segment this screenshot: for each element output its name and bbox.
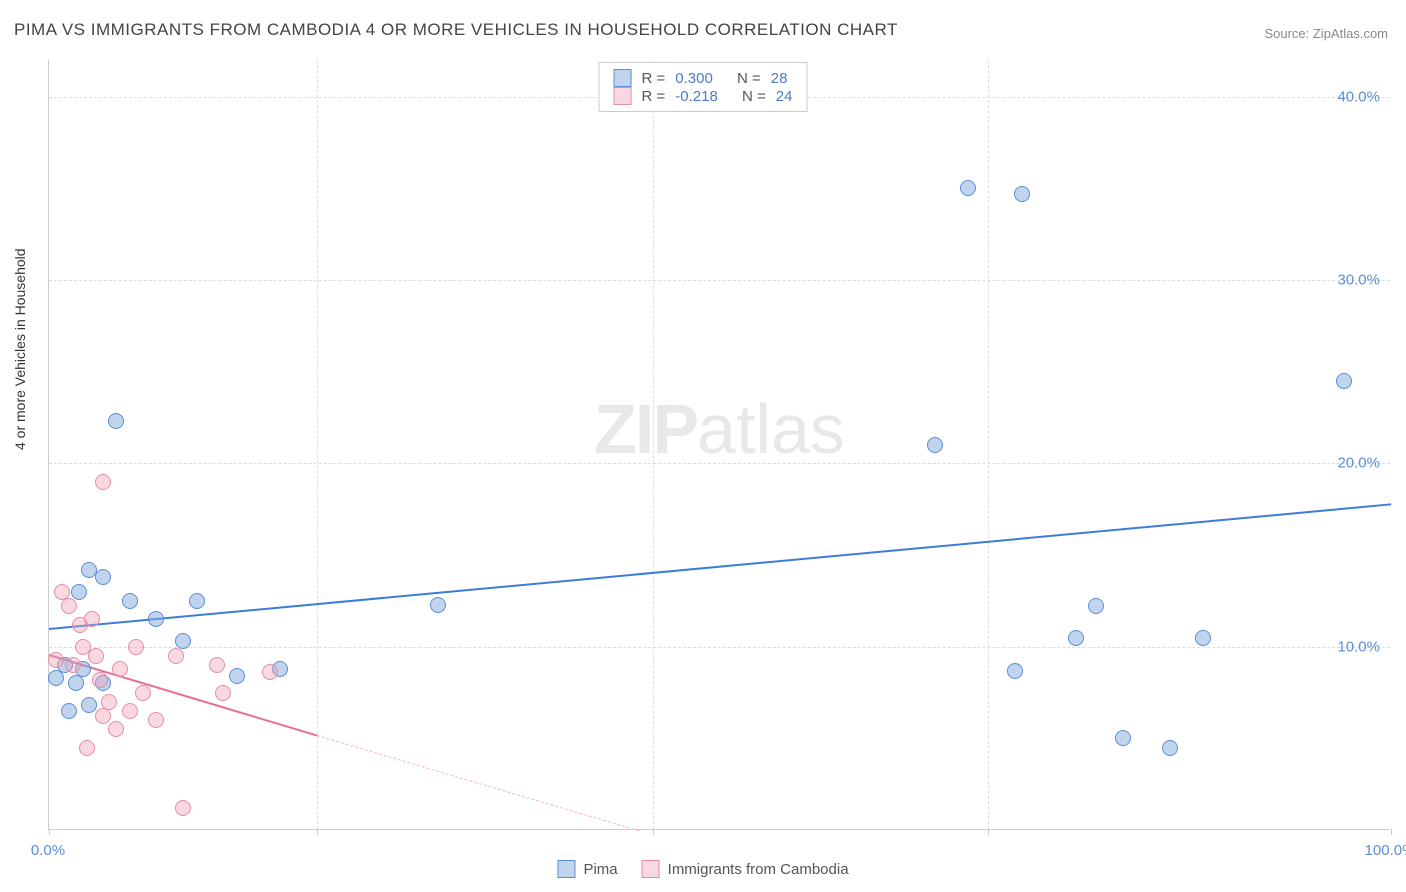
legend-label: Immigrants from Cambodia [668, 861, 849, 878]
bottom-legend: Pima Immigrants from Cambodia [557, 860, 848, 878]
data-point [215, 685, 231, 701]
regression-line [317, 735, 639, 831]
x-tick-label: 100.0% [1365, 842, 1406, 859]
stats-row-cambodia: R = -0.218 N = 24 [614, 87, 793, 105]
x-tick-mark [988, 829, 989, 835]
x-tick-mark [653, 829, 654, 835]
n-value: 24 [776, 88, 793, 105]
watermark-rest: atlas [697, 390, 845, 468]
data-point [1088, 598, 1104, 614]
y-tick-label: 10.0% [1337, 638, 1380, 655]
n-label: N = [737, 70, 761, 87]
gridline-horizontal [49, 647, 1390, 648]
n-value: 28 [771, 70, 788, 87]
data-point [112, 661, 128, 677]
stats-row-pima: R = 0.300 N = 28 [614, 69, 793, 87]
chart-container: PIMA VS IMMIGRANTS FROM CAMBODIA 4 OR MO… [0, 0, 1406, 892]
data-point [95, 474, 111, 490]
r-label: R = [642, 70, 666, 87]
watermark-bold: ZIP [594, 390, 697, 468]
data-point [128, 639, 144, 655]
data-point [48, 652, 64, 668]
n-label: N = [742, 88, 766, 105]
data-point [61, 703, 77, 719]
data-point [79, 740, 95, 756]
data-point [81, 697, 97, 713]
data-point [88, 648, 104, 664]
data-point [108, 413, 124, 429]
data-point [61, 598, 77, 614]
data-point [189, 593, 205, 609]
y-axis-label: 4 or more Vehicles in Household [12, 248, 28, 450]
chart-title: PIMA VS IMMIGRANTS FROM CAMBODIA 4 OR MO… [14, 20, 898, 40]
data-point [175, 633, 191, 649]
data-point [1336, 373, 1352, 389]
data-point [65, 657, 81, 673]
data-point [108, 721, 124, 737]
x-tick-mark [49, 829, 50, 835]
data-point [1195, 630, 1211, 646]
legend-item-pima: Pima [557, 860, 617, 878]
data-point [84, 611, 100, 627]
data-point [175, 800, 191, 816]
data-point [209, 657, 225, 673]
square-icon [557, 860, 575, 878]
y-tick-label: 30.0% [1337, 272, 1380, 289]
r-label: R = [642, 88, 666, 105]
gridline-vertical [317, 60, 318, 829]
stats-legend-box: R = 0.300 N = 28 R = -0.218 N = 24 [599, 62, 808, 112]
watermark: ZIPatlas [594, 389, 845, 469]
r-value: 0.300 [675, 70, 713, 87]
y-tick-label: 40.0% [1337, 88, 1380, 105]
data-point [1007, 663, 1023, 679]
x-tick-label: 0.0% [31, 842, 65, 859]
data-point [1162, 740, 1178, 756]
gridline-horizontal [49, 280, 1390, 281]
legend-item-cambodia: Immigrants from Cambodia [642, 860, 849, 878]
regression-line [49, 504, 1391, 631]
x-tick-mark [1391, 829, 1392, 835]
legend-label: Pima [583, 861, 617, 878]
data-point [927, 437, 943, 453]
data-point [262, 664, 278, 680]
data-point [960, 180, 976, 196]
data-point [95, 569, 111, 585]
data-point [54, 584, 70, 600]
gridline-vertical [988, 60, 989, 829]
data-point [430, 597, 446, 613]
data-point [168, 648, 184, 664]
plot-area: ZIPatlas 10.0% 20.0% 30.0% 40.0% [48, 60, 1390, 830]
square-icon [614, 87, 632, 105]
data-point [1068, 630, 1084, 646]
data-point [1115, 730, 1131, 746]
data-point [95, 708, 111, 724]
gridline-horizontal [49, 463, 1390, 464]
data-point [68, 675, 84, 691]
data-point [1014, 186, 1030, 202]
data-point [71, 584, 87, 600]
data-point [135, 685, 151, 701]
data-point [148, 712, 164, 728]
data-point [148, 611, 164, 627]
data-point [122, 703, 138, 719]
data-point [101, 694, 117, 710]
gridline-vertical [653, 60, 654, 829]
data-point [229, 668, 245, 684]
data-point [92, 672, 108, 688]
y-tick-label: 20.0% [1337, 455, 1380, 472]
x-tick-mark [317, 829, 318, 835]
square-icon [642, 860, 660, 878]
square-icon [614, 69, 632, 87]
data-point [122, 593, 138, 609]
source-attribution: Source: ZipAtlas.com [1264, 26, 1388, 41]
r-value: -0.218 [675, 88, 718, 105]
